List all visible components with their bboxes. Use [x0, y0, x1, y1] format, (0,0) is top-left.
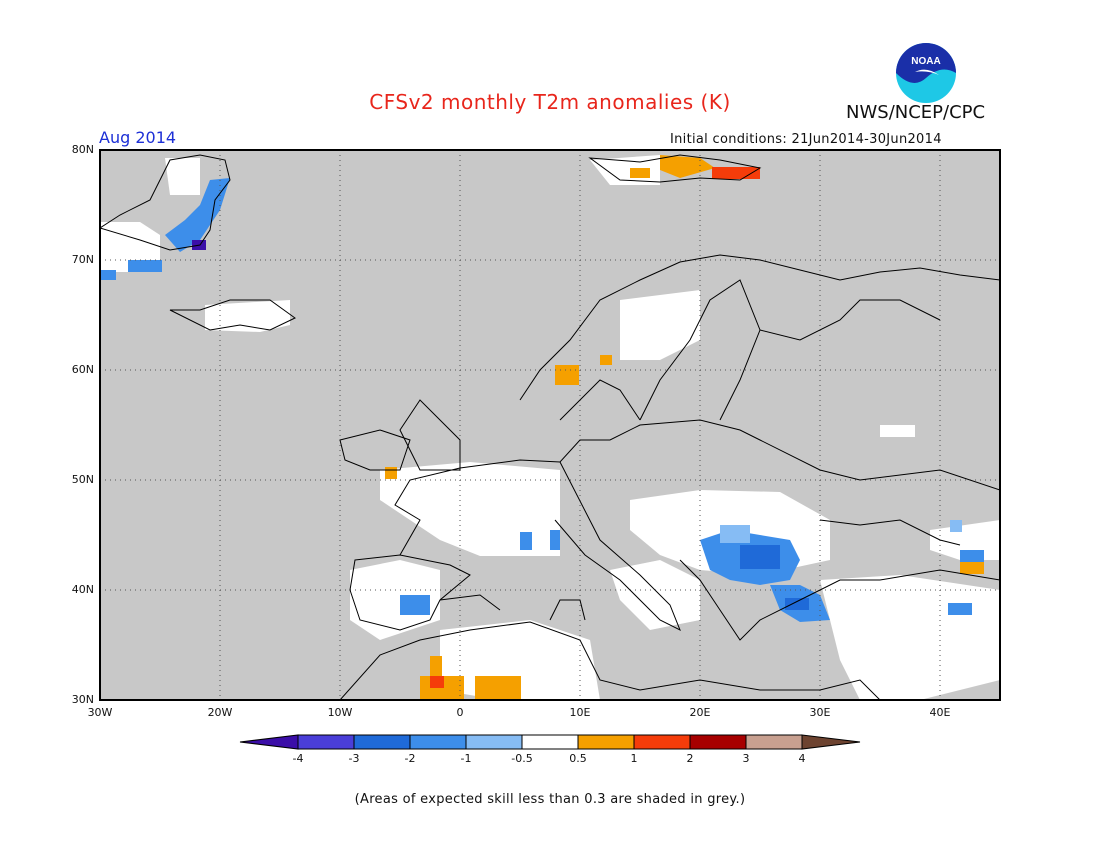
- lon-label-30e: 30E: [809, 706, 831, 719]
- cb-tick-p3: 3: [742, 752, 750, 765]
- colorbar-segment: [297, 734, 355, 750]
- chart-title: CFSv2 monthly T2m anomalies (K): [369, 90, 731, 114]
- lat-label-70n: 70N: [71, 253, 94, 266]
- colorbar-segment: [689, 734, 747, 750]
- coastlines: [100, 154, 1000, 700]
- cb-tick-p2: 2: [686, 752, 694, 765]
- cb-tick-n3: -3: [348, 752, 360, 765]
- lat-label-50n: 50N: [71, 473, 94, 486]
- lat-label-60n: 60N: [71, 363, 94, 376]
- lon-label-30w: 30W: [87, 706, 113, 719]
- strong-negative-anomaly-areas: [740, 545, 809, 610]
- colorbar-segment: [745, 734, 803, 750]
- colorbar-segment: [577, 734, 635, 750]
- lon-label-10e: 10E: [569, 706, 591, 719]
- graticule: [100, 150, 1000, 700]
- lon-label-0: 0: [456, 706, 464, 719]
- cb-tick-n4: -4: [292, 752, 304, 765]
- cb-tick-p1: 1: [630, 752, 638, 765]
- cb-tick-p4: 4: [798, 752, 806, 765]
- colorbar-segment: [521, 734, 579, 750]
- colorbar-arrow-low: [239, 734, 299, 750]
- cb-tick-n2: -2: [404, 752, 416, 765]
- colorbar-segments: [239, 734, 861, 750]
- initial-conditions-label: Initial conditions: 21Jun2014-30Jun2014: [670, 132, 942, 147]
- colorbar-segment: [633, 734, 691, 750]
- cb-tick-n1: -1: [460, 752, 472, 765]
- map-fill-layer: [100, 150, 1000, 700]
- colorbar-arrow-high: [801, 734, 861, 750]
- lon-label-10w: 10W: [327, 706, 353, 719]
- skill-note: (Areas of expected skill less than 0.3 a…: [354, 792, 746, 807]
- logo-text: NOAA: [911, 56, 940, 67]
- strong-positive-anomaly-areas: [430, 167, 760, 688]
- cb-tick-p05: 0.5: [569, 752, 587, 765]
- lon-label-20e: 20E: [689, 706, 711, 719]
- noaa-logo: NOAA: [896, 43, 956, 103]
- weak-negative-anomaly-areas: [720, 520, 962, 543]
- lon-label-40e: 40E: [929, 706, 951, 719]
- map-frame: [99, 149, 1001, 701]
- lat-label-80n: 80N: [71, 143, 94, 156]
- cb-tick-n05: -0.5: [511, 752, 533, 765]
- month-label: Aug 2014: [99, 128, 177, 147]
- lat-label-30n: 30N: [71, 693, 94, 706]
- lon-label-20w: 20W: [207, 706, 233, 719]
- lat-label-40n: 40N: [71, 583, 94, 596]
- colorbar-segment: [465, 734, 523, 750]
- org-label: NWS/NCEP/CPC: [846, 102, 986, 123]
- colorbar-segment: [409, 734, 467, 750]
- colorbar-segment: [353, 734, 411, 750]
